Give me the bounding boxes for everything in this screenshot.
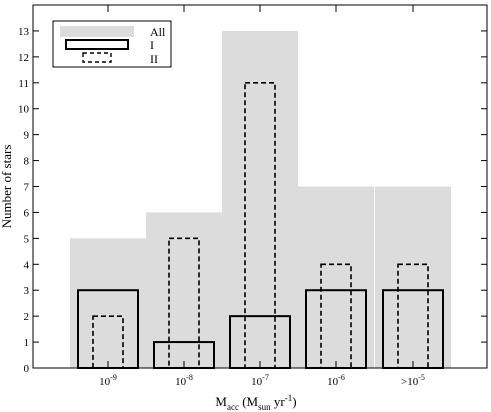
bar-all-5 xyxy=(375,186,451,368)
xlabel-open: (M xyxy=(239,394,259,409)
y-tick-label-0: 0 xyxy=(24,363,30,375)
y-tick-label-3: 3 xyxy=(24,285,30,297)
bar-all-2 xyxy=(146,212,222,368)
xlabel-unit-exp: -1 xyxy=(285,393,293,403)
x-tick-label-1: 10-9 xyxy=(99,373,117,388)
y-tick-label-2: 2 xyxy=(24,311,30,323)
y-tick-label-11: 11 xyxy=(18,78,29,90)
y-tick-label-6: 6 xyxy=(24,207,30,219)
y-tick-label-13: 13 xyxy=(18,26,30,38)
bar-all-1 xyxy=(70,238,146,368)
x-tick-label-5: >10-5 xyxy=(401,373,425,388)
legend-swatch-all xyxy=(60,26,134,37)
x-axis-label: Macc (Msun yr-1) xyxy=(215,393,296,412)
xlabel-unit-sub: sun xyxy=(258,402,271,412)
xlabel-main: M xyxy=(215,394,227,409)
x-axis-ticks: 10-9 10-8 10-7 10-6 >10-5 xyxy=(99,5,425,388)
legend: All I II xyxy=(52,20,172,68)
xlabel-close: ) xyxy=(292,394,296,409)
y-axis-label: Number of stars xyxy=(0,145,14,229)
x-tick-label-3: 10-7 xyxy=(251,373,269,388)
y-tick-label-8: 8 xyxy=(24,156,30,168)
bar-all-4 xyxy=(298,186,374,368)
x-tick-label-4: 10-6 xyxy=(327,373,345,388)
y-tick-label-12: 12 xyxy=(18,52,29,64)
y-tick-label-5: 5 xyxy=(24,233,30,245)
legend-swatch-ii xyxy=(82,52,112,63)
series-all-bars xyxy=(70,30,451,369)
y-tick-label-7: 7 xyxy=(24,182,30,194)
legend-swatch-i xyxy=(65,39,129,50)
y-tick-label-1: 1 xyxy=(24,337,30,349)
y-tick-label-4: 4 xyxy=(24,259,30,271)
legend-label-ii: II xyxy=(150,52,158,66)
legend-label-i: I xyxy=(150,38,154,52)
x-tick-label-2: 10-8 xyxy=(175,373,193,388)
y-tick-label-9: 9 xyxy=(24,130,30,142)
bar-all-3 xyxy=(222,30,298,369)
xlabel-unit: yr xyxy=(271,394,286,409)
legend-label-all: All xyxy=(150,25,166,39)
y-tick-label-10: 10 xyxy=(18,104,30,116)
xlabel-main-sub: acc xyxy=(227,402,239,412)
